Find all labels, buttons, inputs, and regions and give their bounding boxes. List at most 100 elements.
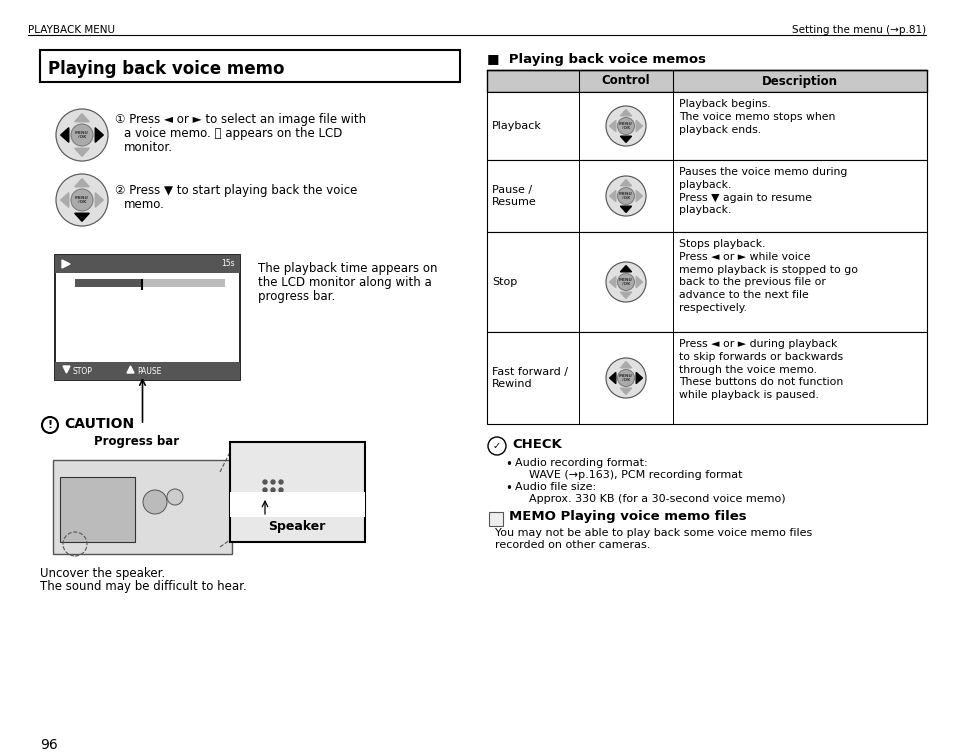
- Polygon shape: [127, 366, 133, 373]
- Text: Playback begins.
The voice memo stops when
playback ends.: Playback begins. The voice memo stops wh…: [679, 99, 835, 134]
- FancyBboxPatch shape: [55, 255, 240, 273]
- Text: PAUSE: PAUSE: [137, 366, 161, 375]
- Circle shape: [271, 496, 274, 500]
- Polygon shape: [636, 190, 641, 202]
- Polygon shape: [74, 179, 90, 186]
- Circle shape: [605, 358, 645, 398]
- FancyBboxPatch shape: [55, 255, 240, 380]
- Polygon shape: [63, 366, 70, 373]
- Text: MENU
/OK: MENU /OK: [618, 122, 632, 131]
- FancyBboxPatch shape: [53, 460, 232, 554]
- Text: MENU
/OK: MENU /OK: [618, 192, 632, 200]
- Circle shape: [605, 106, 645, 146]
- Text: Control: Control: [601, 75, 650, 88]
- Text: Playback: Playback: [492, 121, 541, 131]
- FancyBboxPatch shape: [486, 92, 926, 160]
- Polygon shape: [95, 193, 103, 208]
- Text: You may not be able to play back some voice memo files
recorded on other cameras: You may not be able to play back some vo…: [495, 528, 811, 550]
- Circle shape: [263, 496, 267, 500]
- Text: a voice memo. 🎤 appears on the LCD: a voice memo. 🎤 appears on the LCD: [124, 127, 342, 140]
- Circle shape: [617, 187, 634, 205]
- Text: Pause /
Resume: Pause / Resume: [492, 185, 537, 207]
- Text: STOP: STOP: [73, 366, 92, 375]
- Text: The sound may be difficult to hear.: The sound may be difficult to hear.: [40, 580, 247, 593]
- Polygon shape: [619, 292, 631, 298]
- Polygon shape: [619, 362, 631, 368]
- Text: Stops playback.
Press ◄ or ► while voice
memo playback is stopped to go
back to : Stops playback. Press ◄ or ► while voice…: [679, 239, 857, 313]
- Polygon shape: [619, 180, 631, 186]
- Text: CAUTION: CAUTION: [64, 417, 134, 431]
- Polygon shape: [619, 266, 631, 272]
- Polygon shape: [62, 260, 70, 268]
- Polygon shape: [95, 128, 103, 142]
- Circle shape: [71, 124, 92, 146]
- Text: Playing back voice memo: Playing back voice memo: [48, 60, 284, 78]
- Text: ② Press ▼ to start playing back the voice: ② Press ▼ to start playing back the voic…: [115, 184, 357, 197]
- Circle shape: [263, 488, 267, 492]
- FancyBboxPatch shape: [55, 362, 240, 380]
- Circle shape: [71, 189, 92, 211]
- FancyBboxPatch shape: [486, 70, 926, 92]
- Text: ■  Playing back voice memos: ■ Playing back voice memos: [486, 53, 705, 66]
- Text: Press ◄ or ► during playback
to skip forwards or backwards
through the voice mem: Press ◄ or ► during playback to skip for…: [679, 339, 842, 400]
- Polygon shape: [74, 148, 90, 156]
- Text: CHECK: CHECK: [512, 438, 561, 451]
- Polygon shape: [619, 206, 631, 212]
- Text: ① Press ◄ or ► to select an image file with: ① Press ◄ or ► to select an image file w…: [115, 113, 366, 126]
- Circle shape: [605, 262, 645, 302]
- Circle shape: [271, 480, 274, 484]
- Polygon shape: [619, 109, 631, 116]
- Polygon shape: [609, 190, 616, 202]
- Text: Audio recording format:
    WAVE (→p.163), PCM recording format: Audio recording format: WAVE (→p.163), P…: [515, 458, 741, 480]
- Circle shape: [56, 174, 108, 226]
- Text: monitor.: monitor.: [124, 141, 172, 154]
- Text: MENU
/OK: MENU /OK: [75, 196, 89, 205]
- Polygon shape: [619, 388, 631, 394]
- Text: Speaker: Speaker: [268, 520, 325, 533]
- Text: memo.: memo.: [124, 198, 165, 211]
- Text: The playback time appears on: The playback time appears on: [257, 262, 437, 275]
- Circle shape: [617, 118, 634, 134]
- Circle shape: [42, 417, 58, 433]
- Text: MENU
/OK: MENU /OK: [618, 278, 632, 286]
- Polygon shape: [636, 120, 641, 131]
- Polygon shape: [61, 128, 69, 142]
- Text: MENU
/OK: MENU /OK: [75, 131, 89, 140]
- Text: Setting the menu (→p.81): Setting the menu (→p.81): [791, 25, 925, 35]
- Circle shape: [56, 109, 108, 161]
- Text: the LCD monitor along with a: the LCD monitor along with a: [257, 276, 432, 289]
- Text: •: •: [504, 482, 512, 495]
- Polygon shape: [74, 114, 90, 122]
- FancyBboxPatch shape: [75, 279, 225, 287]
- Text: Progress bar: Progress bar: [94, 435, 179, 448]
- Text: Fast forward /
Rewind: Fast forward / Rewind: [492, 367, 567, 389]
- Circle shape: [617, 370, 634, 387]
- Circle shape: [143, 490, 167, 514]
- Polygon shape: [74, 213, 90, 221]
- Text: ✓: ✓: [493, 441, 500, 451]
- Text: MEMO Playing voice memo files: MEMO Playing voice memo files: [509, 510, 746, 523]
- Polygon shape: [609, 276, 616, 288]
- Text: Pauses the voice memo during
playback.
Press ▼ again to resume
playback.: Pauses the voice memo during playback. P…: [679, 167, 846, 215]
- Polygon shape: [636, 276, 641, 288]
- FancyBboxPatch shape: [486, 232, 926, 332]
- Polygon shape: [619, 136, 631, 143]
- Circle shape: [278, 480, 283, 484]
- Circle shape: [167, 489, 183, 505]
- Text: Uncover the speaker.: Uncover the speaker.: [40, 567, 165, 580]
- Polygon shape: [636, 372, 641, 384]
- Text: 15s: 15s: [221, 260, 234, 269]
- Polygon shape: [61, 193, 69, 208]
- Polygon shape: [609, 372, 616, 384]
- Text: Stop: Stop: [492, 277, 517, 287]
- FancyBboxPatch shape: [75, 279, 142, 287]
- Text: progress bar.: progress bar.: [257, 290, 335, 303]
- Text: •: •: [504, 458, 512, 471]
- FancyBboxPatch shape: [489, 512, 502, 526]
- Circle shape: [617, 273, 634, 291]
- FancyBboxPatch shape: [230, 442, 365, 542]
- Circle shape: [278, 496, 283, 500]
- Text: 96: 96: [40, 738, 58, 752]
- Polygon shape: [609, 120, 616, 131]
- Text: PLAYBACK MENU: PLAYBACK MENU: [28, 25, 115, 35]
